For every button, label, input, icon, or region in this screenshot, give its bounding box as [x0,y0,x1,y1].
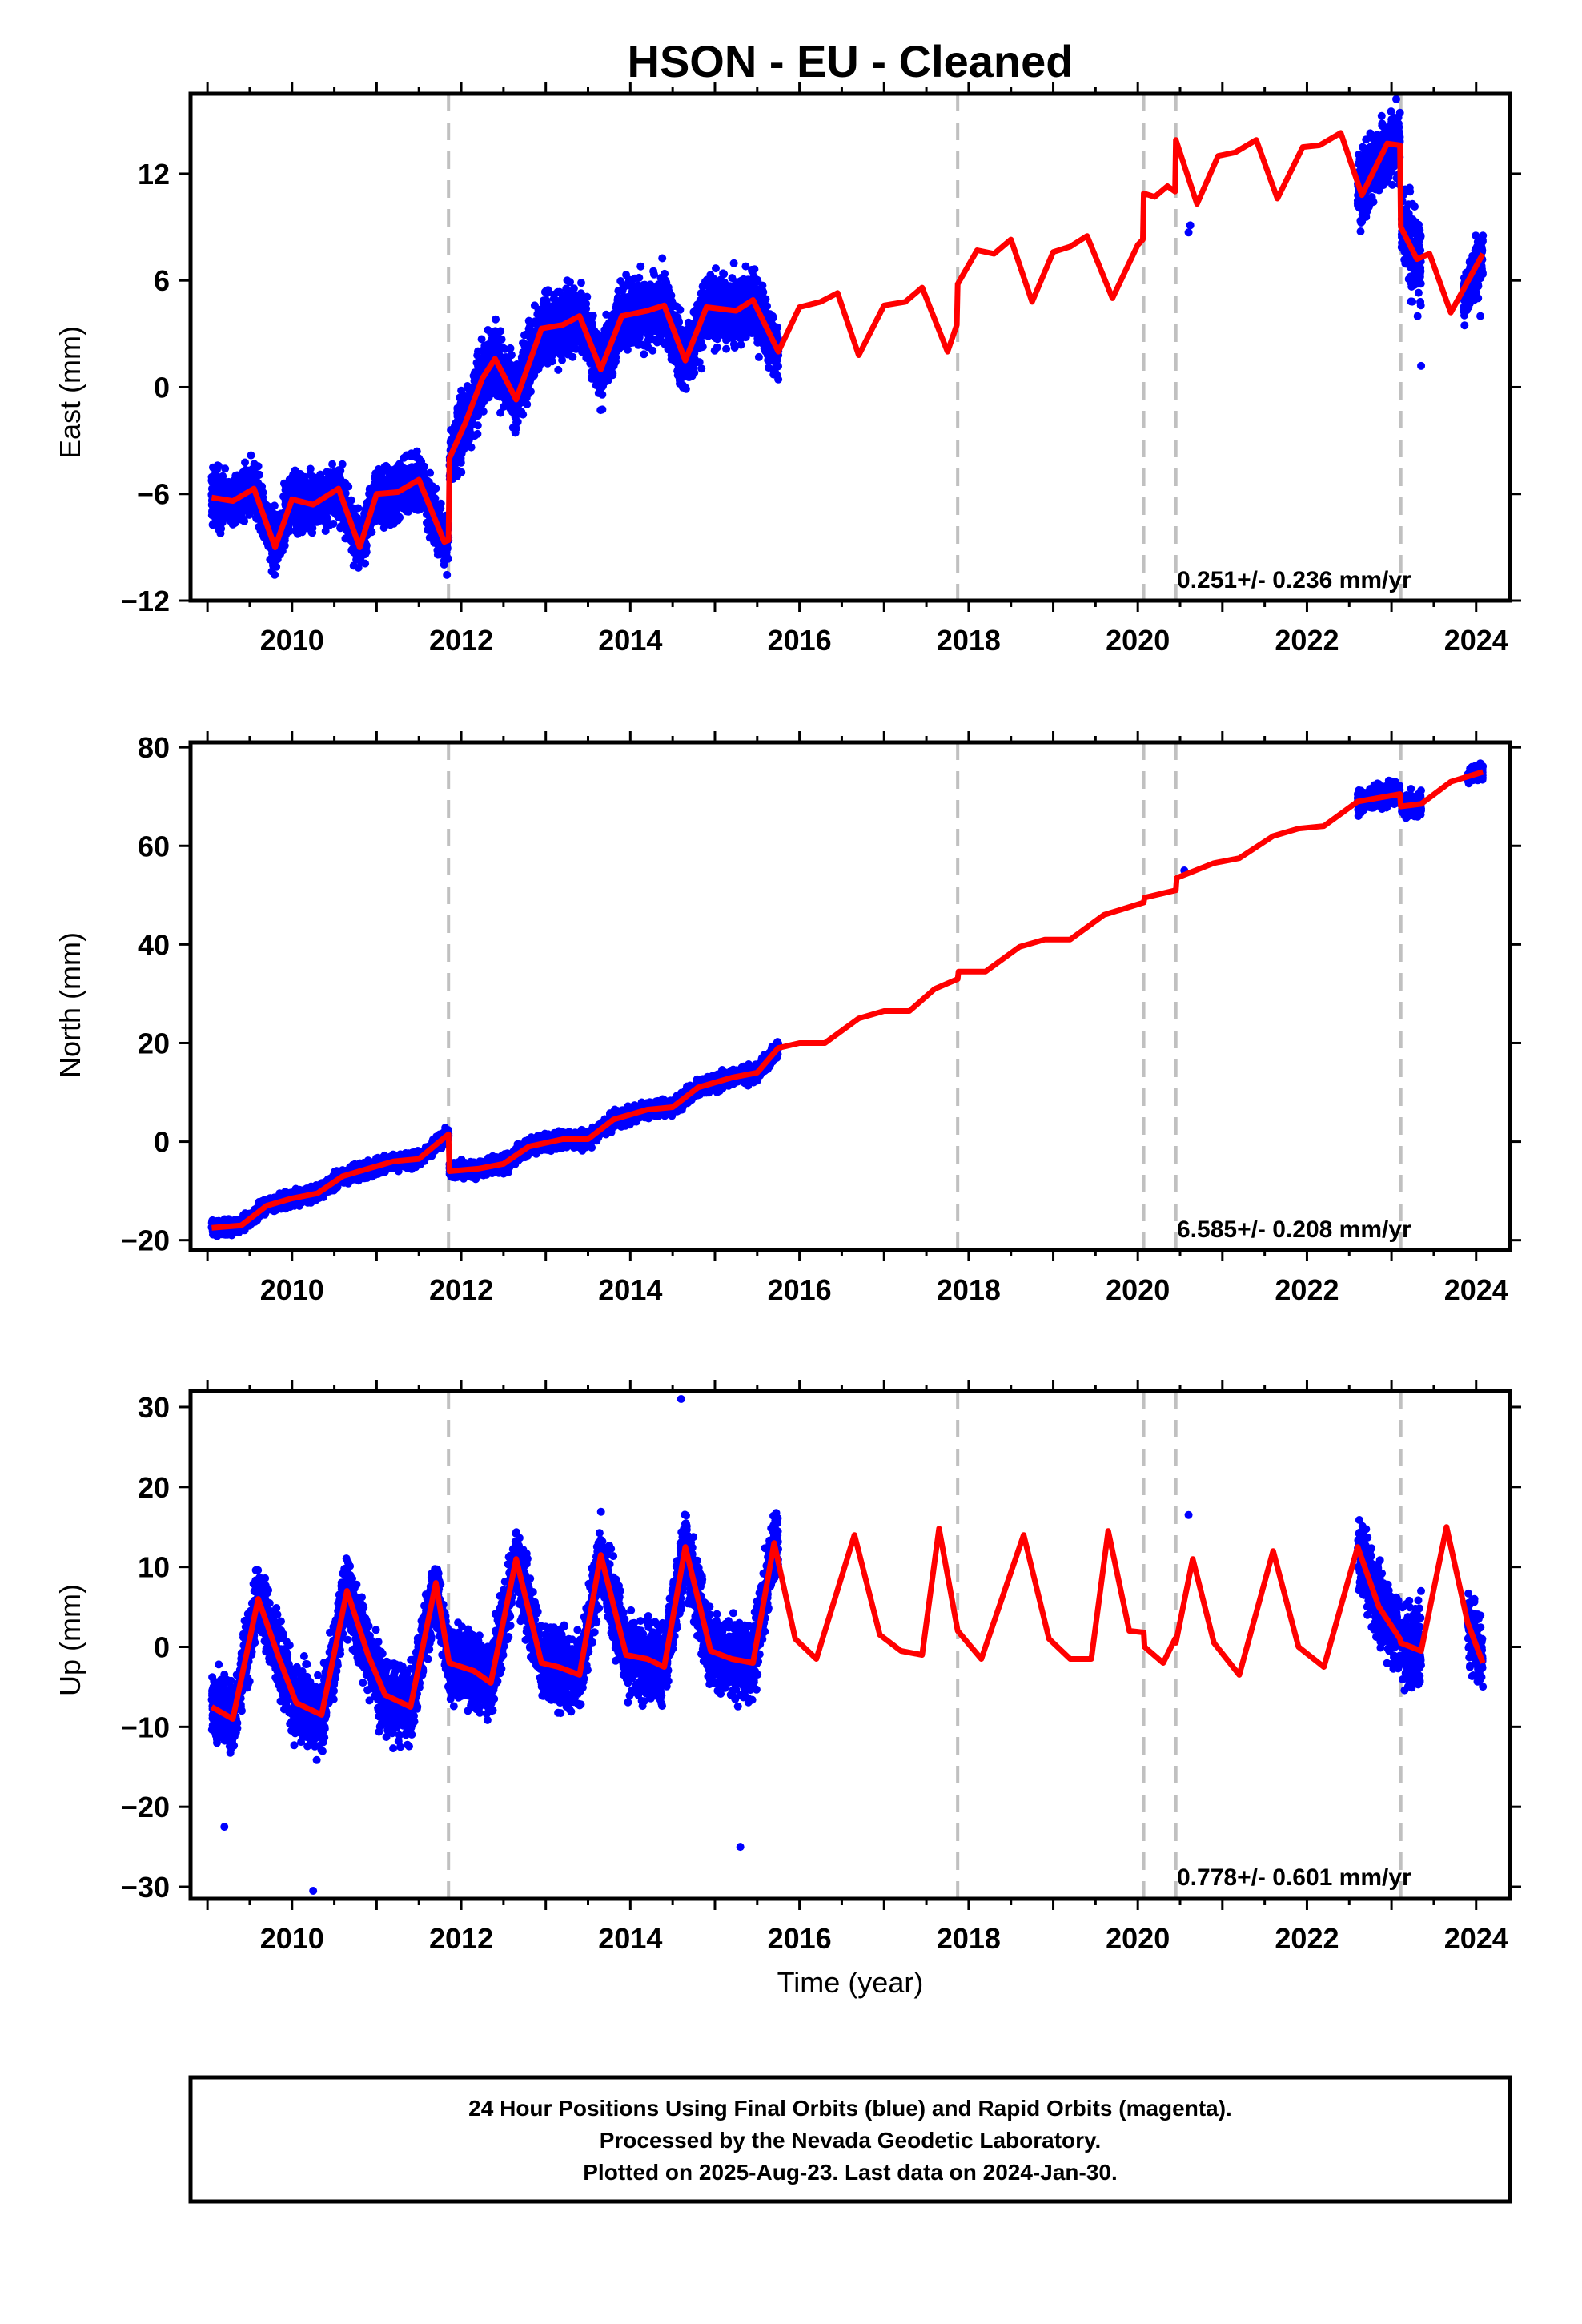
data-point [658,254,667,263]
data-point [308,524,317,533]
data-point [271,570,279,579]
data-point [340,520,349,529]
data-point [563,276,572,285]
data-point [568,352,577,361]
data-point [228,515,237,524]
data-point [270,511,279,520]
data-point [309,491,317,500]
data-point [722,344,731,353]
data-point [331,468,340,476]
data-point [306,464,315,473]
data-point [268,558,277,567]
data-point [248,464,257,473]
data-point [426,468,435,477]
data-point [428,527,436,536]
data-point [712,264,720,273]
data-point [598,405,607,414]
data-point [388,517,397,526]
data-point [231,472,240,480]
plot-area: 2010 2012 2014 2016 2018 2020 2022 2024−12−6061… [121,82,1521,657]
data-point [328,498,337,507]
data-point [374,466,383,475]
data-point [519,410,528,419]
data-point [417,464,426,473]
data-point [588,312,597,320]
data-point [221,464,230,473]
data-point [271,549,280,558]
data-point [247,451,255,460]
data-point [236,513,244,521]
data-point [379,498,387,506]
data-point [650,270,658,279]
data-point [444,554,452,563]
data-point [245,510,254,519]
data-point [314,476,323,485]
data-point [293,503,302,512]
data-point [316,516,325,525]
data-point [245,497,254,506]
chart-title: HSON - EU - Cleaned [628,36,1074,86]
data-point [296,469,305,478]
data-point [443,570,452,579]
data-point [396,460,404,468]
data-point [241,458,249,467]
data-point [219,514,228,523]
data-point [754,352,763,361]
data-point [300,505,309,514]
data-point [329,520,338,528]
data-point [577,279,585,287]
data-point [285,480,294,489]
east-panel: 2010 2012 2014 2016 2018 2020 2022 2024−12−6061… [54,82,1521,657]
data-point [374,477,383,486]
data-point [409,503,418,512]
data-point [354,563,363,572]
data-point [729,259,738,267]
data-point [661,340,669,348]
data-point [338,479,347,488]
data-point [334,513,343,521]
data-point [223,489,232,497]
data-point [213,505,221,514]
data-point [404,493,412,501]
data-point [215,525,223,534]
data-point [333,505,342,513]
data-point [407,449,416,458]
data-point [299,477,308,486]
data-point [298,528,307,537]
data-point [383,510,392,519]
data-point [328,460,337,468]
data-point [233,505,241,513]
data-point [710,346,719,355]
data-point [208,477,217,485]
